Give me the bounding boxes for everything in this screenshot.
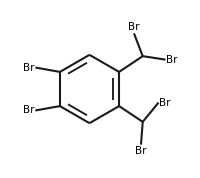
- Text: Br: Br: [166, 55, 178, 65]
- Text: Br: Br: [23, 62, 34, 73]
- Text: Br: Br: [159, 98, 171, 108]
- Text: Br: Br: [128, 22, 140, 32]
- Text: Br: Br: [135, 146, 147, 156]
- Text: Br: Br: [23, 105, 34, 116]
